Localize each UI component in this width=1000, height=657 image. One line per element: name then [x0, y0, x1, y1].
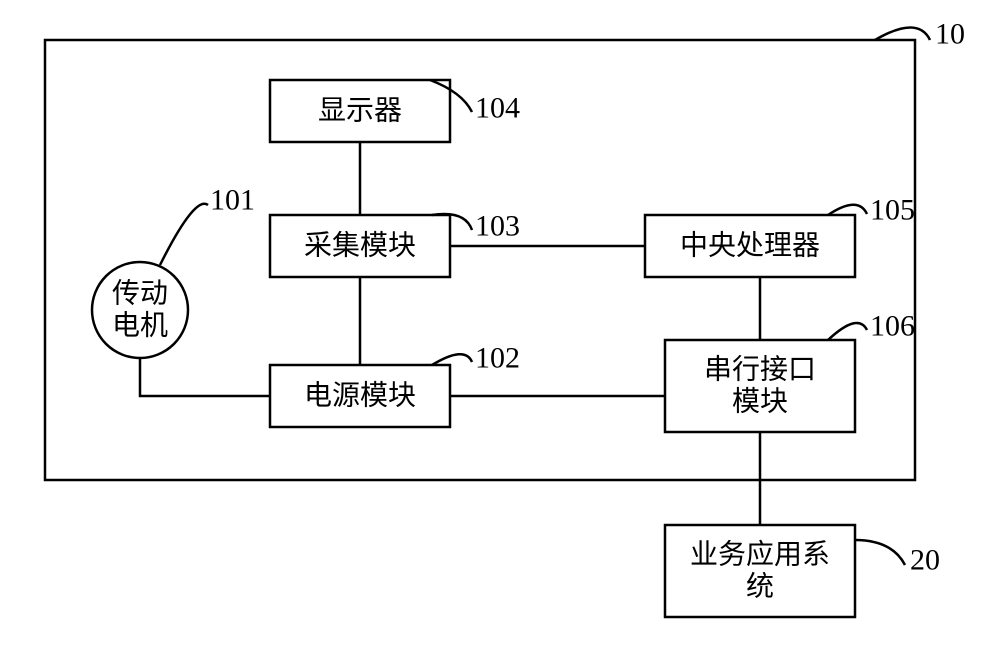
node-power-id: 102 [475, 342, 520, 375]
label-leader [875, 28, 930, 41]
node-motor-id: 101 [210, 184, 255, 217]
node-app-text: 统 [746, 571, 774, 603]
node-acq-id: 103 [475, 210, 520, 243]
node-display-text: 显示器 [318, 96, 402, 127]
container-label: 10 [935, 18, 965, 51]
node-app-text: 业务应用系 [690, 538, 830, 570]
node-display-id: 104 [475, 92, 520, 125]
node-cpu-text: 中央处理器 [680, 230, 820, 262]
node-serial-id: 106 [870, 310, 915, 343]
node-motor-text: 传动 [112, 277, 168, 309]
node-serial-text: 串行接口 [704, 353, 816, 385]
node-power-text: 电源模块 [304, 380, 416, 412]
node-serial-text: 模块 [732, 386, 788, 418]
label-leader [855, 540, 905, 565]
node-app-id: 20 [910, 544, 940, 577]
node-acq-text: 采集模块 [304, 230, 416, 262]
block-diagram: 10 传动电机 101 显示器 104 采集模块 103 电源模块 102 中央处理器 105 串行接… [0, 0, 1000, 657]
node-cpu-id: 105 [870, 194, 915, 227]
node-motor-text: 电机 [112, 310, 168, 342]
